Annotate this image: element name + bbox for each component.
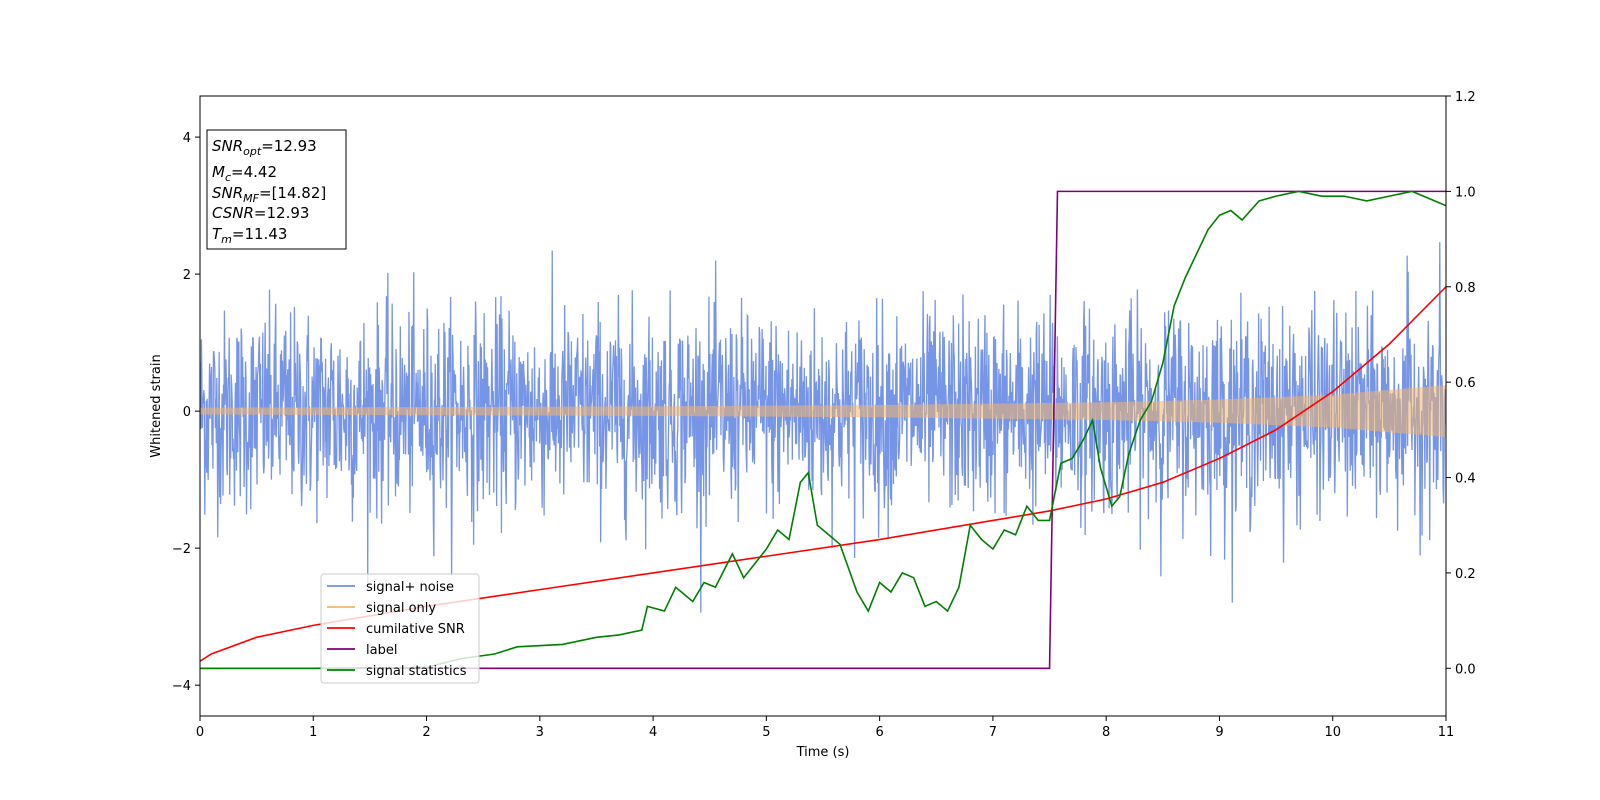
legend-label-signal-only: signal only bbox=[366, 601, 436, 616]
info-tm-symbol: T bbox=[212, 225, 223, 243]
x-axis-title: Time (s) bbox=[796, 745, 850, 760]
y-right-tick-label: 1.2 bbox=[1455, 90, 1476, 105]
y-left-tick-label: 0 bbox=[183, 405, 191, 420]
series-cumilative-snr-line bbox=[200, 286, 1446, 662]
info-csnr: CSNR=12.93 bbox=[212, 204, 309, 222]
legend: signal+ noise signal only cumilative SNR la… bbox=[320, 573, 480, 684]
x-tick-label: 1 bbox=[309, 725, 317, 740]
x-tick-label: 2 bbox=[422, 725, 430, 740]
y-right-tick-label: 0.4 bbox=[1455, 472, 1476, 487]
info-snr-mf-symbol: SNR bbox=[212, 184, 243, 202]
legend-frame bbox=[320, 573, 480, 684]
plot-frame bbox=[199, 95, 1447, 717]
info-tm: Tm=11.43 bbox=[212, 225, 287, 246]
info-snr-opt-value: =12.93 bbox=[261, 137, 317, 155]
legend-label-signal-noise: signal+ noise bbox=[366, 580, 454, 595]
info-snr-mf: SNRMF=[14.82] bbox=[212, 184, 326, 205]
y-right-tick-label: 0.8 bbox=[1455, 281, 1476, 296]
info-mc-symbol: M bbox=[212, 163, 225, 181]
x-tick-label: 10 bbox=[1324, 725, 1341, 740]
info-snr-opt-subscript: opt bbox=[243, 145, 262, 158]
plot-area bbox=[200, 190, 1446, 670]
info-mc-value: =4.42 bbox=[231, 163, 277, 181]
axes: 0 1 2 3 4 5 6 7 8 9 10 11 −4 −2 0 2 4 0.0 0.2 0.4 0.6 0.8 1.0 1… bbox=[172, 90, 1476, 740]
info-box: SNRopt=12.93 Mc=4.42 SNRMF=[14.82] CSNR=… bbox=[206, 129, 347, 250]
x-tick-label: 9 bbox=[1215, 725, 1223, 740]
x-tick-label: 5 bbox=[762, 725, 770, 740]
y-left-tick-label: −4 bbox=[172, 679, 191, 694]
x-tick-label: 8 bbox=[1102, 725, 1110, 740]
info-snr-opt: SNRopt=12.93 bbox=[212, 137, 317, 158]
x-tick-label: 7 bbox=[989, 725, 997, 740]
info-mc-subscript: c bbox=[225, 171, 231, 184]
legend-label-cumilative-snr: cumilative SNR bbox=[366, 622, 465, 637]
x-tick-label: 6 bbox=[875, 725, 883, 740]
y-right-tick-label: 0.0 bbox=[1455, 662, 1476, 677]
info-tm-value: =11.43 bbox=[232, 225, 288, 243]
legend-label-label: label bbox=[366, 643, 397, 658]
info-csnr-symbol: CSNR bbox=[212, 204, 254, 222]
info-snr-opt-symbol: SNR bbox=[212, 137, 243, 155]
y-right-tick-label: 1.0 bbox=[1455, 185, 1476, 200]
info-snr-mf-subscript: MF bbox=[243, 192, 259, 205]
y-left-tick-label: −2 bbox=[172, 542, 191, 557]
info-csnr-value: =12.93 bbox=[254, 204, 310, 222]
y-left-tick-label: 2 bbox=[183, 268, 191, 283]
y-right-tick-label: 0.6 bbox=[1455, 376, 1476, 391]
x-tick-label: 0 bbox=[196, 725, 204, 740]
x-tick-label: 11 bbox=[1438, 725, 1455, 740]
x-tick-label: 4 bbox=[649, 725, 657, 740]
series-signal-statistics-line bbox=[200, 190, 1446, 670]
info-tm-subscript: m bbox=[221, 233, 232, 246]
series-signal-only-band bbox=[200, 385, 1446, 438]
info-mc: Mc=4.42 bbox=[212, 163, 277, 184]
info-box-frame bbox=[206, 129, 347, 250]
legend-label-signal-statistics: signal statistics bbox=[366, 664, 467, 679]
series-label-line bbox=[200, 190, 1446, 670]
info-snr-mf-value: =[14.82] bbox=[259, 184, 326, 202]
x-tick-label: 3 bbox=[536, 725, 544, 740]
y-right-tick-label: 0.2 bbox=[1455, 567, 1476, 582]
y-axis-title: Whitened strain bbox=[149, 354, 164, 457]
y-left-tick-label: 4 bbox=[183, 131, 191, 146]
